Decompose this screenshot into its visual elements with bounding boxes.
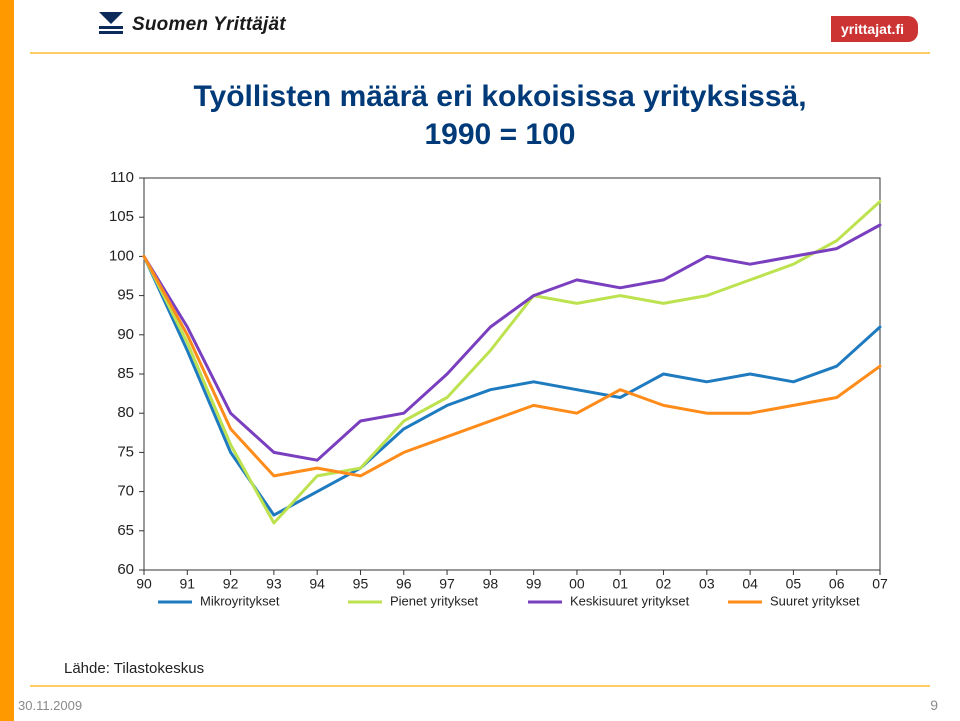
page-number: 9	[930, 697, 938, 713]
svg-text:97: 97	[439, 575, 455, 591]
svg-text:05: 05	[786, 575, 802, 591]
title-line2: 1990 = 100	[425, 118, 576, 151]
svg-text:01: 01	[612, 575, 628, 591]
logo-mark-icon	[96, 10, 126, 40]
svg-text:93: 93	[266, 575, 282, 591]
site-badge: yrittajat.fi	[831, 16, 918, 42]
svg-text:80: 80	[117, 404, 134, 421]
svg-text:04: 04	[742, 575, 758, 591]
source-label: Lähde: Tilastokeskus	[64, 660, 204, 677]
svg-text:65: 65	[117, 522, 134, 539]
svg-text:Keskisuuret yritykset: Keskisuuret yritykset	[570, 593, 690, 608]
chart-svg: 60 65 70 75 80 85 90 95 100 105 110 90 91 92 93 94 95 96 9…	[100, 170, 890, 630]
svg-text:Suuret yritykset: Suuret yritykset	[770, 593, 860, 608]
svg-text:95: 95	[117, 287, 134, 304]
footer-date: 30.11.2009	[18, 698, 82, 713]
svg-text:95: 95	[353, 575, 369, 591]
svg-text:02: 02	[656, 575, 672, 591]
badge-text: yrittajat.fi	[841, 21, 904, 37]
svg-text:07: 07	[872, 575, 888, 591]
svg-text:85: 85	[117, 365, 134, 382]
logo-text: Suomen Yrittäjät	[132, 14, 286, 36]
title-line1: Työllisten määrä eri kokoisissa yrityksi…	[193, 80, 806, 113]
svg-text:91: 91	[180, 575, 196, 591]
svg-text:110: 110	[110, 170, 134, 186]
svg-text:Pienet yritykset: Pienet yritykset	[390, 593, 479, 608]
slide: Suomen Yrittäjät yrittajat.fi Työllisten…	[0, 0, 960, 721]
svg-text:70: 70	[117, 483, 134, 500]
svg-text:60: 60	[117, 561, 134, 578]
svg-text:75: 75	[117, 443, 134, 460]
svg-text:90: 90	[136, 575, 152, 591]
footer-rule	[30, 685, 930, 687]
svg-text:99: 99	[526, 575, 542, 591]
svg-text:100: 100	[109, 247, 134, 264]
svg-text:03: 03	[699, 575, 715, 591]
page-title: Työllisten määrä eri kokoisissa yrityksi…	[80, 78, 920, 153]
svg-text:06: 06	[829, 575, 845, 591]
line-chart: 60 65 70 75 80 85 90 95 100 105 110 90 91 92 93 94 95 96 9…	[100, 170, 890, 630]
svg-text:00: 00	[569, 575, 585, 591]
svg-text:Mikroyritykset: Mikroyritykset	[200, 593, 280, 608]
accent-bar	[0, 0, 14, 721]
svg-text:94: 94	[309, 575, 325, 591]
svg-text:90: 90	[117, 326, 134, 343]
svg-text:96: 96	[396, 575, 412, 591]
svg-text:92: 92	[223, 575, 239, 591]
svg-text:105: 105	[109, 208, 134, 225]
logo: Suomen Yrittäjät	[96, 10, 286, 40]
svg-text:98: 98	[483, 575, 499, 591]
header-rule	[30, 52, 930, 54]
